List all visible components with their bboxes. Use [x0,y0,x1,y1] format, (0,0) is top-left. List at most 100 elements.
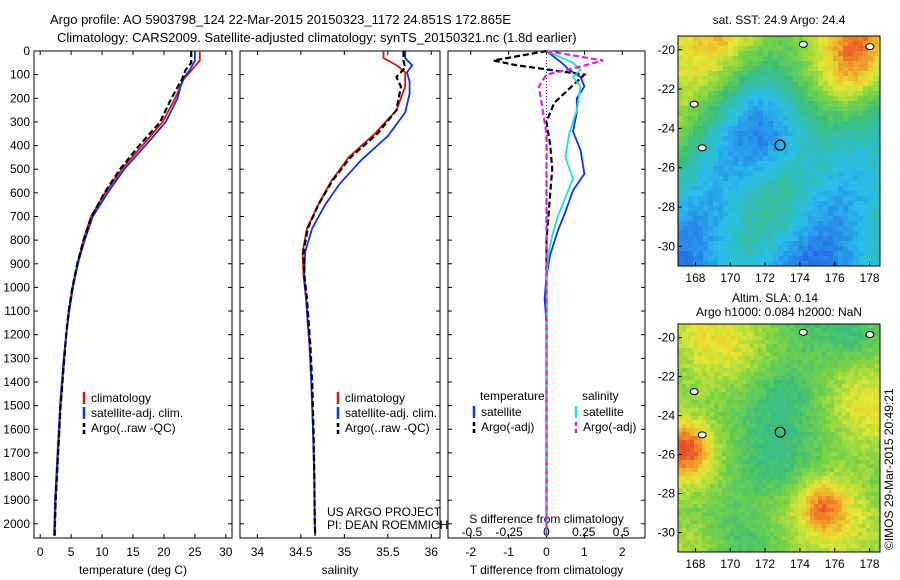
map-y-tick-label: -28 [658,487,676,501]
island-outline [865,43,875,51]
top-x-tick-label: -0.25 [496,525,524,539]
x-tick-label: 10 [95,545,109,559]
x-tick-label: 5 [68,545,75,559]
sal-legend-argo-label: Argo(..raw -QC) [345,421,430,435]
sst-map-cells [678,36,880,266]
map-x-tick-label: 172 [755,557,775,571]
project-note-line-1: US ARGO PROJECT [327,505,442,519]
series-line-satellite [543,50,586,536]
temperature-plot-frame [33,50,233,539]
x-tick-label: 1 [581,545,588,559]
series-line-argo [53,51,193,536]
y-tick-label: 1700 [3,446,30,460]
argo-location-marker [774,139,786,151]
sla-map-panel: 168 170 172 174 176 178 -20 -22 -24 -26 -28 -30 Alti… [658,291,881,571]
x-tick-label: 34.5 [289,545,313,559]
x-axis-label: temperature (deg C) [79,563,187,577]
map-y-tick-label: -20 [658,331,676,345]
x-tick-label: 0 [37,545,44,559]
y-tick-label: 1000 [3,280,30,294]
x-tick-label: 15 [126,545,140,559]
temp-legend-satellite-label: satellite-adj. clim. [91,406,183,420]
series-line-argo_s [537,49,604,536]
top-x-tick-label: -0.5 [462,525,483,539]
y-tick-label: 1600 [3,422,30,436]
temp-legend-climatology-label: climatology [91,391,151,405]
map-y-tick-label: -26 [658,448,676,462]
header-line-1: Argo profile: AO 5903798_124 22-Mar-2015… [50,12,511,27]
header-line-2: Climatology: CARS2009. Satellite-adjuste… [57,30,577,45]
x-tick-label: 34 [251,545,265,559]
temperature-profile-panel: 0100200300400500600700800900100011001200… [3,44,233,577]
series-line-argo [302,51,407,536]
y-tick-label: 1900 [3,493,30,507]
island-outline [697,431,707,439]
y-tick-label: 1100 [4,304,30,318]
island-outline [798,328,808,336]
map-y-tick-label: -28 [658,200,676,214]
map-x-tick-label: 168 [685,557,705,571]
top-x-tick-label: 0.5 [613,525,630,539]
y-tick-label: 600 [10,186,30,200]
imos-stamp: ©IMOS 29-Mar-2015 20:49:21 [882,388,896,550]
map-x-tick-label: 174 [790,557,810,571]
sal-legend-satellite-label: satellite-adj. clim. [345,406,437,420]
map-x-tick-label: 174 [790,271,810,285]
diff-legend-title-temperature: temperature [480,389,545,403]
y-tick-label: 1300 [3,351,30,365]
x-tick-label: 0 [543,545,550,559]
x-tick-label: 20 [157,545,171,559]
x-tick-label: 35 [338,545,352,559]
y-tick-label: 1400 [3,375,30,389]
x-axis-label: T difference from climatology [470,563,624,577]
temp-legend-argo-label: Argo(..raw -QC) [91,421,176,435]
sla-map-cells [678,324,880,552]
map-y-tick-label: -30 [658,526,676,540]
island-outline [798,40,808,48]
argo-location-marker [774,426,786,438]
y-tick-label: 1200 [3,328,30,342]
map-y-tick-label: -22 [658,370,676,384]
y-tick-label: 1800 [3,470,30,484]
x-tick-label: 2 [619,545,626,559]
map-x-tick-label: 178 [860,271,880,285]
diff-legend-s-argo-label: Argo(-adj) [583,420,636,434]
diff-legend-title-salinity: salinity [582,389,619,403]
map-x-tick-label: 178 [860,557,880,571]
map-y-tick-label: -20 [658,43,676,57]
salinity-profile-panel: 34 34.5 35 35.5 36 salinity climatologysatelli… [239,50,441,577]
island-outline [689,100,699,108]
map-y-tick-label: -26 [658,161,676,175]
map-x-tick-label: 170 [720,557,740,571]
y-tick-label: 100 [10,68,30,82]
map-x-tick-label: 176 [825,271,845,285]
y-tick-label: 2000 [3,517,30,531]
map-y-tick-label: -22 [658,82,676,96]
y-tick-label: 0 [23,44,30,58]
x-axis-label: salinity [322,563,359,577]
sla-map-title-2: Argo h1000: 0.084 h2000: NaN [696,305,862,319]
diff-legend-s-satellite-label: satellite [583,405,624,419]
map-x-tick-label: 168 [685,271,705,285]
y-tick-label: 400 [10,139,30,153]
y-tick-label: 1500 [3,399,30,413]
map-x-tick-label: 172 [755,271,775,285]
y-tick-label: 700 [10,209,30,223]
x-tick-label: 36 [425,545,439,559]
y-tick-label: 300 [10,115,30,129]
x-tick-label: 30 [219,545,233,559]
diff-legend-t-satellite-label: satellite [481,405,522,419]
sst-map-title: sat. SST: 24.9 Argo: 24.4 [713,13,846,27]
map-y-tick-label: -30 [658,239,676,253]
sal-legend-climatology-label: climatology [345,391,405,405]
island-outline [689,388,699,396]
x-tick-label: 25 [188,545,202,559]
map-x-tick-label: 170 [720,271,740,285]
project-note-line-2: PI: DEAN ROEMMICH [327,518,448,532]
sst-map-frame [677,35,881,267]
island-outline [865,331,875,339]
map-y-tick-label: -24 [658,409,676,423]
top-x-tick-label: 0.25 [572,525,596,539]
